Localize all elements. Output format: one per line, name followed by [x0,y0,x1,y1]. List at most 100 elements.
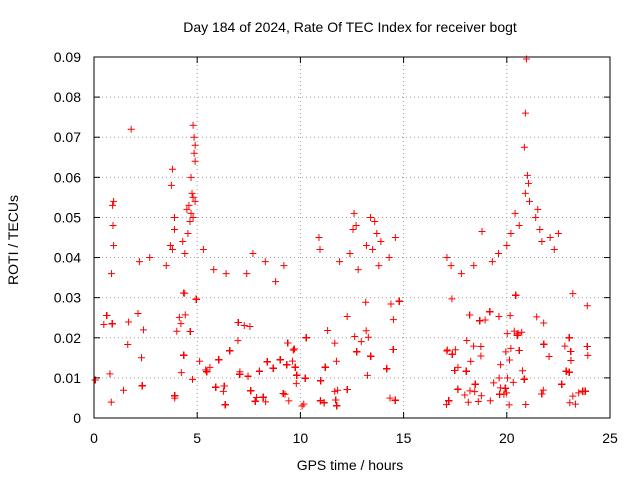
roti-point [315,234,323,241]
roti-point [168,246,176,254]
roti-point [581,387,589,395]
roti-point [246,322,254,330]
roti-point [470,342,478,350]
roti-point [289,346,297,354]
roti-point [536,225,544,233]
roti-point [276,356,284,364]
x-tick-label: 10 [293,430,309,446]
roti-point [189,121,197,129]
roti-point [215,356,223,364]
roti-point [127,125,135,133]
roti-point [506,312,514,320]
roti-point [331,387,339,395]
y-tick-label: 0.07 [54,129,81,145]
roti-point [503,389,511,397]
roti-point [523,171,531,179]
roti-point [443,401,451,409]
roti-point [125,318,133,326]
roti-point [512,291,520,299]
y-tick-label: 0.02 [54,330,81,346]
roti-point [281,390,289,398]
y-tick-label: 0.03 [54,290,81,306]
roti-point [510,327,518,335]
roti-point [515,221,523,229]
roti-point [170,225,178,233]
roti-point [240,322,248,330]
roti-point [332,357,340,365]
roti-point [134,309,142,317]
roti-point [364,333,372,341]
roti-point [137,354,145,362]
roti-point [191,141,199,149]
roti-point [515,346,523,354]
roti-point [509,378,517,386]
roti-point [184,229,192,237]
roti-point [190,133,198,141]
roti-point [183,205,191,213]
roti-point [447,262,455,270]
roti-point [236,370,244,378]
roti-point [386,394,394,402]
roti-point [538,390,546,398]
roti-point [187,173,195,181]
roti-point [321,363,329,371]
roti-point [181,289,189,297]
roti-point [302,334,310,342]
roti-point [558,380,566,388]
roti-point [520,375,528,383]
roti-point [567,347,575,355]
roti-point [324,326,332,334]
roti-point [377,238,385,246]
roti-point [346,250,354,258]
roti-point [461,391,469,399]
roti-point [192,295,200,303]
roti-point [285,397,293,405]
roti-point [181,311,189,319]
roti-point [120,386,128,394]
roti-point [389,316,397,324]
roti-point [495,312,503,320]
roti-point [504,374,512,382]
roti-point [263,358,271,366]
axis-ticks [93,56,611,419]
roti-point [513,331,521,339]
roti-point [298,402,306,410]
roti-point [584,351,592,359]
roti-point [261,258,269,266]
roti-point [486,397,494,405]
roti-point [249,250,257,258]
y-tick-label: 0.08 [54,89,81,105]
roti-point [521,189,529,197]
roti-point [389,346,397,354]
roti-point [501,384,509,392]
roti-point [454,363,462,371]
roti-point [203,368,211,376]
y-tick-label: 0.05 [54,209,81,225]
roti-point [445,397,453,405]
roti-point [569,290,577,298]
roti-point [488,258,496,266]
roti-point [466,387,474,395]
roti-point [367,352,375,360]
roti-point [546,234,554,241]
roti-point [391,396,399,404]
roti-point [191,157,199,165]
roti-point [187,209,195,217]
roti-point [511,209,519,217]
roti-point [495,374,503,382]
roti-point [540,340,548,348]
roti-point [462,367,470,375]
x-tick-label: 20 [499,430,515,446]
roti-point [196,357,204,365]
roti-point [109,201,117,209]
roti-point [518,328,526,336]
roti-point [554,229,562,237]
roti-point [333,402,341,410]
roti-point [244,372,252,380]
roti-point [336,258,344,266]
roti-point [181,250,189,258]
roti-point [288,357,296,365]
roti-point [293,371,301,379]
roti-point [463,337,471,345]
roti-point [520,143,528,151]
